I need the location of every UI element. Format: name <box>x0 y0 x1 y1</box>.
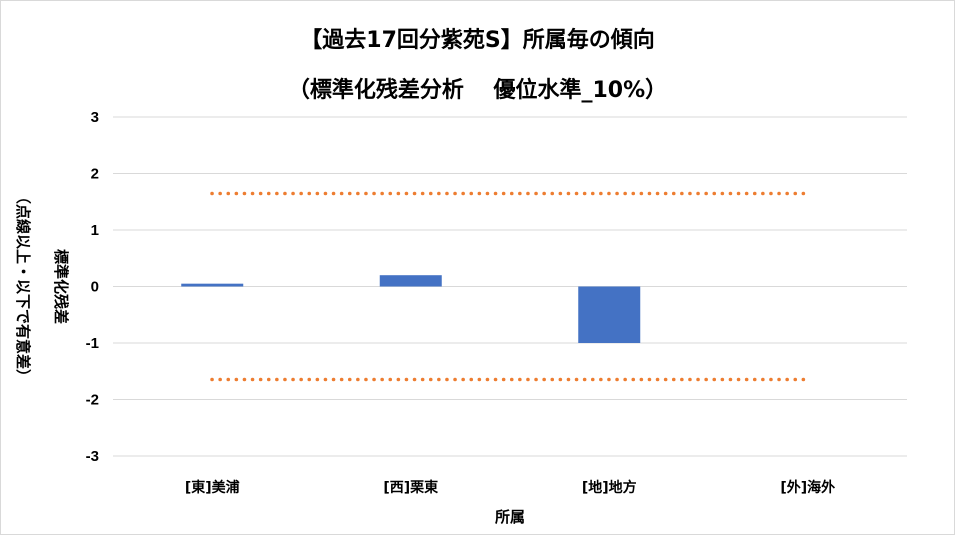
y-tick-label: 3 <box>91 109 99 126</box>
bar <box>181 283 244 287</box>
y-axis-title-line: 標準化残差 <box>52 249 70 324</box>
x-axis-title: 所属 <box>495 508 525 526</box>
x-tick-label: [東]美浦 <box>185 479 240 496</box>
x-tick-label: [西]栗東 <box>383 479 438 496</box>
chart-title: 【過去17回分紫苑S】所属毎の傾向 <box>300 28 655 53</box>
y-tick-label: -3 <box>86 448 99 465</box>
y-axis-title-line: （点線以上・以下で有意差） <box>14 189 32 384</box>
bar <box>379 275 442 287</box>
x-tick-label: [外]海外 <box>780 479 835 496</box>
x-tick-label: [地]地方 <box>582 479 637 496</box>
chart-subtitle: （標準化残差分析 優位水準_10%） <box>287 78 668 103</box>
y-tick-label: -1 <box>86 335 99 352</box>
bar <box>578 286 641 343</box>
y-tick-label: 0 <box>91 279 99 296</box>
y-tick-label: 1 <box>91 222 99 239</box>
y-tick-label: 2 <box>91 166 99 183</box>
y-tick-label: -2 <box>86 392 99 409</box>
